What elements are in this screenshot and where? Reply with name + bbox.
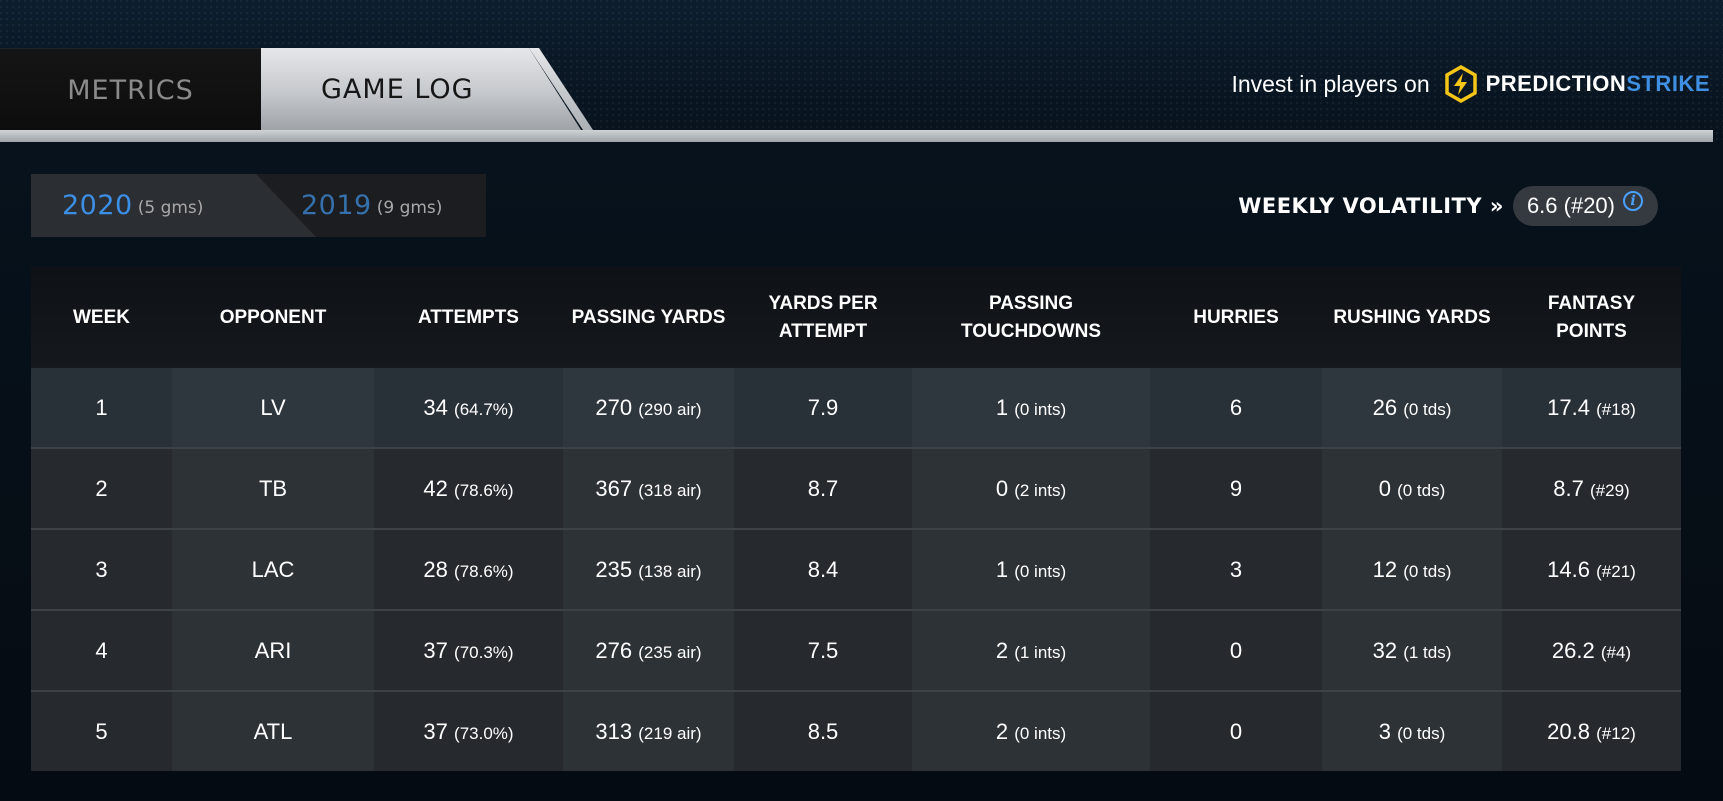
cell-week: 3 [31, 529, 172, 611]
cell-rushing-yards: 32 (1 tds) [1322, 610, 1502, 692]
table-row: 1 LV 34 (64.7%) 270 (290 air) 7.9 1 (0 i… [31, 368, 1681, 449]
cell-fantasy-points: 17.4 (#18) [1502, 368, 1681, 449]
cell-attempts: 37 (73.0%) [374, 691, 563, 771]
cell-passing-touchdowns: 1 (0 ints) [912, 529, 1150, 611]
cell-hurries: 9 [1150, 448, 1322, 530]
column-header-passing-touchdowns[interactable]: PASSING TOUCHDOWNS [912, 267, 1150, 368]
cell-week: 1 [31, 368, 172, 449]
cell-yards-per-attempt: 8.7 [734, 448, 912, 530]
cell-opponent: LAC [172, 529, 374, 611]
weekly-volatility: WEEKLY VOLATILITY » 6.6 (#20) i [1238, 186, 1658, 226]
column-header-week[interactable]: WEEK [31, 267, 172, 368]
cell-hurries: 0 [1150, 610, 1322, 692]
season-year: 2020 [62, 190, 133, 221]
cell-attempts: 42 (78.6%) [374, 448, 563, 530]
cell-passing-touchdowns: 2 (1 ints) [912, 610, 1150, 692]
table-header-row: WEEK OPPONENT ATTEMPTS PASSING YARDS YAR… [31, 267, 1681, 368]
cell-yards-per-attempt: 8.4 [734, 529, 912, 611]
tab-bar: METRICS GAME LOG [0, 48, 1723, 131]
cell-hurries: 3 [1150, 529, 1322, 611]
cell-opponent: ATL [172, 691, 374, 771]
season-2020[interactable]: 2020 (5 gms) [62, 174, 203, 237]
cell-passing-yards: 276 (235 air) [563, 610, 734, 692]
cell-attempts: 37 (70.3%) [374, 610, 563, 692]
tab-metrics[interactable]: METRICS [0, 48, 261, 131]
info-icon[interactable]: i [1623, 191, 1643, 211]
season-2019[interactable]: 2019 (9 gms) [301, 174, 442, 237]
table-row: 4 ARI 37 (70.3%) 276 (235 air) 7.5 2 (1 … [31, 610, 1681, 692]
season-selector: 2020 (5 gms) 2019 (9 gms) [31, 174, 486, 237]
cell-passing-touchdowns: 2 (0 ints) [912, 691, 1150, 771]
cell-rushing-yards: 26 (0 tds) [1322, 368, 1502, 449]
cell-rushing-yards: 0 (0 tds) [1322, 448, 1502, 530]
cell-passing-touchdowns: 0 (2 ints) [912, 448, 1150, 530]
volatility-value: 6.6 (#20) [1526, 193, 1615, 218]
column-header-fantasy-points[interactable]: FANTASY POINTS [1502, 267, 1681, 368]
tab-game-log[interactable]: GAME LOG [261, 48, 581, 130]
cell-passing-yards: 313 (219 air) [563, 691, 734, 771]
game-log-table: WEEK OPPONENT ATTEMPTS PASSING YARDS YAR… [31, 267, 1681, 771]
column-header-hurries[interactable]: HURRIES [1150, 267, 1322, 368]
cell-rushing-yards: 3 (0 tds) [1322, 691, 1502, 771]
column-header-yards-per-attempt[interactable]: YARDS PER ATTEMPT [734, 267, 912, 368]
column-header-opponent[interactable]: OPPONENT [172, 267, 374, 368]
cell-attempts: 34 (64.7%) [374, 368, 563, 449]
cell-yards-per-attempt: 7.5 [734, 610, 912, 692]
tab-metrics-label: METRICS [67, 74, 194, 106]
table-row: 2 TB 42 (78.6%) 367 (318 air) 8.7 0 (2 i… [31, 448, 1681, 530]
season-games: (5 gms) [137, 198, 204, 218]
season-year: 2019 [301, 190, 372, 221]
volatility-label: WEEKLY VOLATILITY » [1238, 194, 1504, 218]
table-row: 5 ATL 37 (73.0%) 313 (219 air) 8.5 2 (0 … [31, 691, 1681, 771]
season-games: (9 gms) [376, 198, 443, 218]
cell-hurries: 0 [1150, 691, 1322, 771]
prediction-strike-promo[interactable]: Invest in players on PREDICTION STRIKE [1231, 64, 1710, 104]
brand-name-primary: PREDICTION [1485, 71, 1627, 96]
cell-week: 4 [31, 610, 172, 692]
cell-fantasy-points: 20.8 (#12) [1502, 691, 1681, 771]
cell-opponent: TB [172, 448, 374, 530]
cell-fantasy-points: 26.2 (#4) [1502, 610, 1681, 692]
cell-passing-yards: 367 (318 air) [563, 448, 734, 530]
cell-passing-touchdowns: 1 (0 ints) [912, 368, 1150, 449]
cell-yards-per-attempt: 8.5 [734, 691, 912, 771]
cell-opponent: ARI [172, 610, 374, 692]
column-header-rushing-yards[interactable]: RUSHING YARDS [1322, 267, 1502, 368]
table-row: 3 LAC 28 (78.6%) 235 (138 air) 8.4 1 (0 … [31, 529, 1681, 611]
tab-underline [0, 130, 1713, 142]
cell-week: 5 [31, 691, 172, 771]
tab-game-log-label: GAME LOG [321, 73, 474, 105]
cell-passing-yards: 235 (138 air) [563, 529, 734, 611]
cell-yards-per-attempt: 7.9 [734, 368, 912, 449]
cell-week: 2 [31, 448, 172, 530]
lightning-hexagon-icon [1444, 65, 1477, 103]
cell-fantasy-points: 8.7 (#29) [1502, 448, 1681, 530]
cell-hurries: 6 [1150, 368, 1322, 449]
cell-passing-yards: 270 (290 air) [563, 368, 734, 449]
cell-fantasy-points: 14.6 (#21) [1502, 529, 1681, 611]
brand-name-secondary: STRIKE [1626, 71, 1710, 96]
cell-rushing-yards: 12 (0 tds) [1322, 529, 1502, 611]
cell-attempts: 28 (78.6%) [374, 529, 563, 611]
column-header-attempts[interactable]: ATTEMPTS [374, 267, 563, 368]
volatility-badge: 6.6 (#20) i [1512, 186, 1658, 226]
cell-opponent: LV [172, 368, 374, 449]
column-header-passing-yards[interactable]: PASSING YARDS [563, 267, 734, 368]
promo-text: Invest in players on [1231, 70, 1430, 97]
